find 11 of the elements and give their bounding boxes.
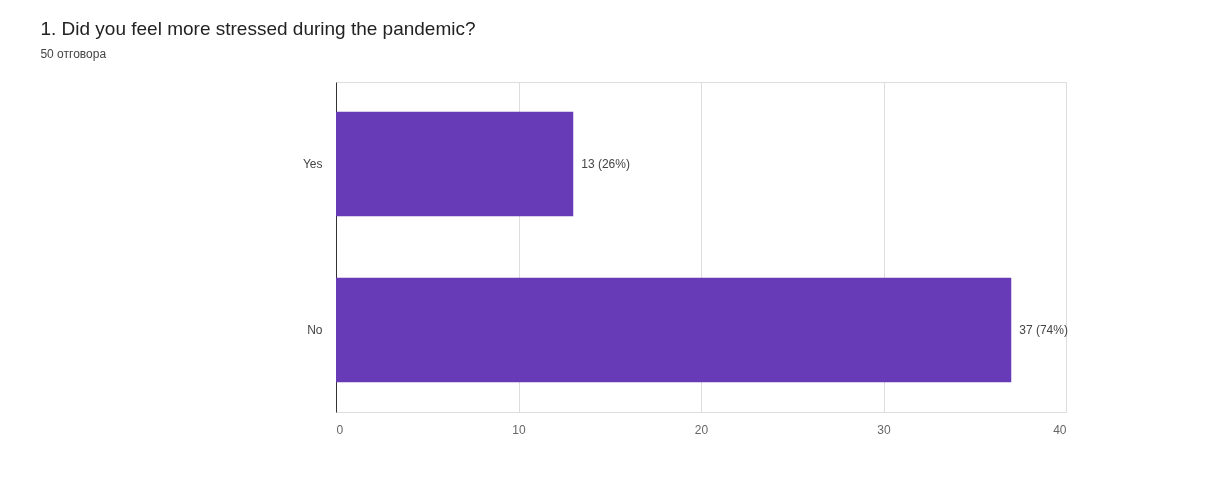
- chart-title: 1. Did you feel more stressed during the pandemic?: [40, 18, 476, 39]
- x-tick-label: 30: [877, 422, 891, 437]
- data-label: 13 (26%): [581, 157, 630, 172]
- y-tick-label: No: [307, 322, 323, 337]
- x-tick-label: 10: [512, 422, 526, 437]
- data-label: 37 (74%): [1019, 322, 1068, 337]
- x-tick-label: 20: [694, 422, 709, 437]
- y-tick-label: Yes: [302, 157, 323, 172]
- x-tick-label: 40: [1053, 422, 1067, 437]
- x-tick-label: 0: [336, 422, 344, 437]
- text: 50 отговора: [40, 47, 107, 61]
